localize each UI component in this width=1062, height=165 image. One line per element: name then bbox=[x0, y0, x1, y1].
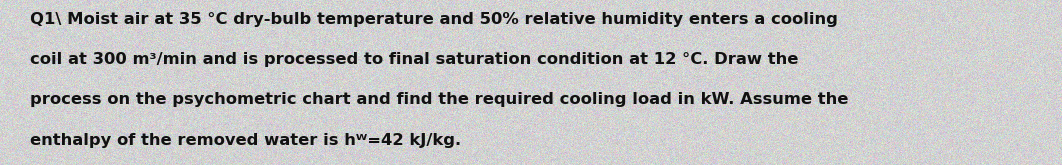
Text: process on the psychometric chart and find the required cooling load in kW. Assu: process on the psychometric chart and fi… bbox=[30, 92, 849, 107]
Text: coil at 300 m³/min and is processed to final saturation condition at 12 °C. Draw: coil at 300 m³/min and is processed to f… bbox=[30, 52, 799, 67]
Text: enthalpy of the removed water is hᵂ=42 kJ/kg.: enthalpy of the removed water is hᵂ=42 k… bbox=[30, 133, 461, 148]
Text: Q1\ Moist air at 35 °C dry-bulb temperature and 50% relative humidity enters a c: Q1\ Moist air at 35 °C dry-bulb temperat… bbox=[30, 12, 838, 27]
